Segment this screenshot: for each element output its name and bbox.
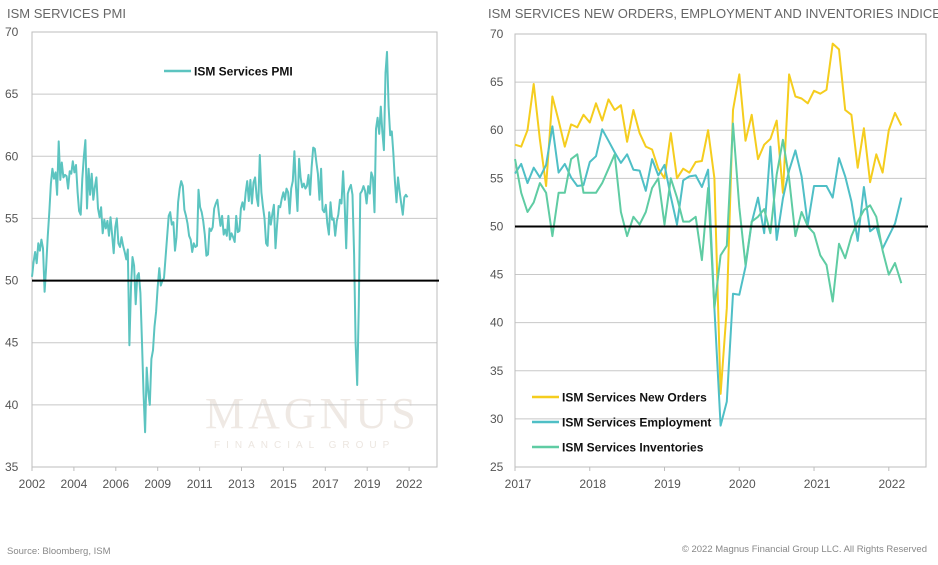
- legend-label: ISM Services PMI: [194, 65, 293, 79]
- y-tick-label: 65: [5, 87, 19, 101]
- x-tick-label: 2017: [312, 477, 339, 491]
- x-tick-label: 2009: [144, 477, 171, 491]
- x-tick-label: 2006: [102, 477, 129, 491]
- chart-ism-subindices: ISM SERVICES NEW ORDERS, EMPLOYMENT AND …: [488, 6, 938, 491]
- y-tick-label: 70: [490, 27, 504, 41]
- y-tick-label: 25: [490, 460, 504, 474]
- series-line-ism-services-inventories: [514, 122, 903, 310]
- y-tick-label: 60: [5, 149, 19, 163]
- x-tick-label: 2013: [228, 477, 255, 491]
- x-tick-label: 2002: [19, 477, 46, 491]
- y-tick-label: 40: [490, 316, 504, 330]
- legend-label: ISM Services Employment: [562, 416, 711, 430]
- x-tick-label: 2021: [804, 477, 831, 491]
- x-tick-label: 2019: [654, 477, 681, 491]
- x-tick-label: 2019: [354, 477, 381, 491]
- x-tick-label: 2015: [270, 477, 297, 491]
- x-tick-label: 2022: [396, 477, 423, 491]
- legend-label: ISM Services New Orders: [562, 391, 707, 405]
- y-tick-label: 45: [5, 336, 19, 350]
- y-tick-label: 50: [490, 219, 504, 233]
- watermark-subtext: FINANCIAL GROUP: [214, 440, 395, 451]
- plot-frame: [31, 31, 438, 468]
- chart-ism-services-pmi: ISM SERVICES PMI 35 40 45 50 55 60 65 70 2002 200…: [5, 6, 439, 491]
- source-note: Source: Bloomberg, ISM: [7, 546, 111, 557]
- y-tick-label: 65: [490, 75, 504, 89]
- y-tick-label: 45: [490, 268, 504, 282]
- series-line-ism-services-new-orders: [514, 42, 903, 395]
- y-tick-label: 50: [5, 274, 19, 288]
- x-tick-label: 2011: [187, 477, 213, 491]
- watermark-text: MAGNUS: [205, 389, 420, 438]
- x-tick-label: 2004: [61, 477, 88, 491]
- y-tick-label: 70: [5, 25, 19, 39]
- watermark-logo: MAGNUS FINANCIAL GROUP: [205, 389, 420, 451]
- x-tick-label: 2020: [729, 477, 756, 491]
- x-tick-label: 2018: [579, 477, 606, 491]
- y-tick-label: 55: [490, 171, 504, 185]
- x-tick-label: 2017: [505, 477, 532, 491]
- legend-label: ISM Services Inventories: [562, 441, 704, 455]
- copyright-note: © 2022 Magnus Financial Group LLC. All R…: [682, 544, 927, 555]
- x-tick-label: 2022: [878, 477, 905, 491]
- y-tick-label: 35: [5, 460, 19, 474]
- y-tick-label: 60: [490, 123, 504, 137]
- y-tick-label: 35: [490, 364, 504, 378]
- series-line-ism-services-pmi: [31, 50, 409, 434]
- series-line-ism-services-employment: [514, 125, 903, 427]
- y-tick-label: 55: [5, 211, 19, 225]
- chart-title: ISM SERVICES NEW ORDERS, EMPLOYMENT AND …: [488, 6, 938, 21]
- y-tick-label: 40: [5, 398, 19, 412]
- plot-frame: [514, 33, 927, 468]
- chart-title: ISM SERVICES PMI: [7, 6, 126, 21]
- y-tick-label: 30: [490, 412, 504, 426]
